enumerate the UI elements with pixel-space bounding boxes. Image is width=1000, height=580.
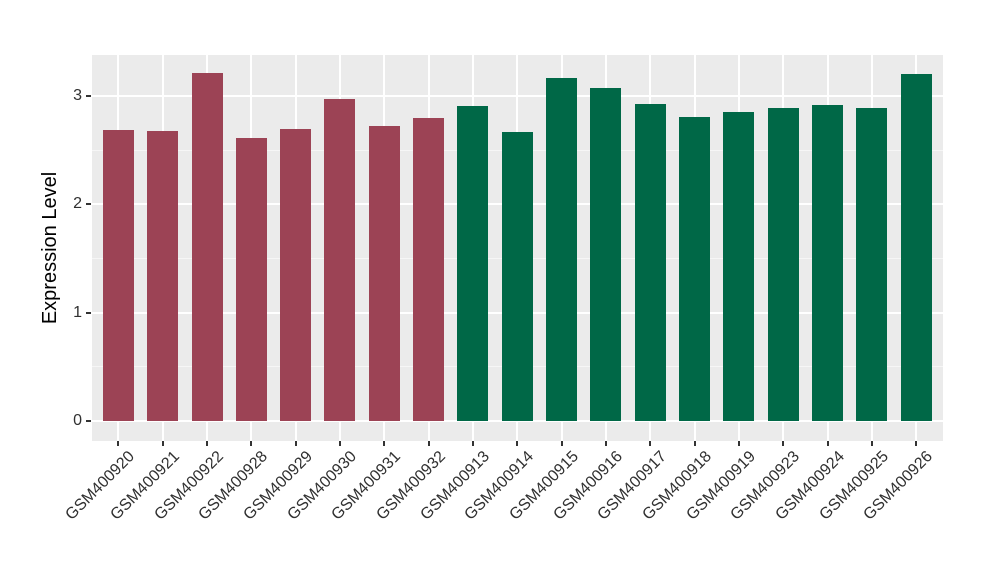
- y-tick-label: 3: [73, 87, 82, 104]
- x-axis-tick: [737, 441, 740, 446]
- x-axis-tick: [782, 441, 785, 446]
- bar: [235, 138, 267, 421]
- bar: [324, 99, 356, 421]
- y-axis-title: Expression Level: [39, 171, 61, 325]
- y-tick-label: 1: [73, 303, 82, 321]
- bar: [546, 77, 578, 421]
- x-axis-tick: [471, 441, 474, 446]
- bar: [723, 112, 755, 421]
- x-axis-tick: [161, 441, 164, 446]
- y-axis-tick: [86, 95, 91, 97]
- x-axis-tick: [383, 441, 386, 446]
- bar: [900, 74, 932, 421]
- x-axis-tick: [604, 441, 607, 446]
- x-axis-tick: [294, 441, 297, 446]
- bar: [812, 104, 844, 421]
- x-axis-tick: [826, 441, 829, 446]
- y-axis-tick: [86, 203, 91, 206]
- x-axis-tick: [117, 441, 120, 446]
- bar: [413, 117, 445, 421]
- bar: [191, 73, 223, 421]
- y-tick-label: 2: [73, 195, 82, 213]
- x-axis-tick: [915, 441, 918, 446]
- bar: [634, 103, 666, 421]
- bar: [679, 116, 711, 421]
- x-axis-tick: [516, 441, 519, 446]
- x-axis-tick: [206, 441, 208, 446]
- bar: [767, 107, 799, 421]
- x-axis-tick: [250, 441, 253, 446]
- y-tick-label: 0: [73, 412, 82, 429]
- bar: [368, 126, 400, 421]
- x-axis-tick: [560, 441, 563, 446]
- bar: [280, 128, 312, 421]
- bar: [147, 130, 179, 421]
- bar: [856, 107, 888, 421]
- bar: [457, 105, 489, 421]
- x-axis-tick: [870, 441, 873, 446]
- bar: [590, 88, 622, 421]
- y-axis-tick: [86, 311, 91, 314]
- x-axis-tick: [693, 441, 696, 446]
- y-axis-tick: [86, 420, 91, 422]
- x-axis-tick: [338, 441, 341, 446]
- x-axis-tick: [427, 441, 430, 446]
- x-axis-tick: [649, 441, 652, 446]
- bar: [501, 131, 533, 421]
- chart-panel: [92, 55, 943, 441]
- bar: [102, 129, 134, 421]
